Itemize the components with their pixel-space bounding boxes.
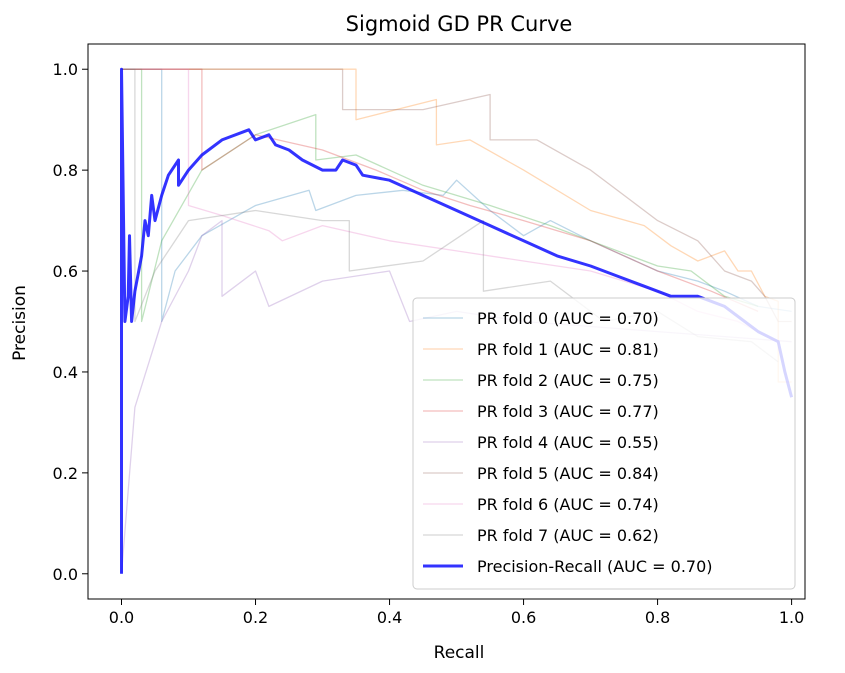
chart-title: Sigmoid GD PR Curve [346,12,573,36]
x-axis-title: Recall [434,643,485,663]
x-tick-label: 0.6 [511,608,536,627]
x-axis-ticks: 0.0 0.2 0.4 0.6 0.8 1.0 [109,599,804,627]
series-line-0 [121,68,792,323]
legend-entry: PR fold 3 (AUC = 0.77) [477,402,659,421]
x-tick-label: 0.2 [243,608,268,627]
x-tick-label: 0.8 [645,608,670,627]
x-tick-label: 1.0 [779,608,804,627]
legend-entry: PR fold 5 (AUC = 0.84) [477,464,659,483]
y-tick-label: 0.8 [53,161,78,180]
series-line-5 [121,68,792,323]
y-axis-ticks: 0.0 0.2 0.4 0.6 0.8 1.0 [53,60,88,584]
legend-entry: PR fold 7 (AUC = 0.62) [477,526,659,545]
x-tick-label: 0.4 [377,608,402,627]
legend-entry: PR fold 6 (AUC = 0.74) [477,495,659,514]
legend-entry: Precision-Recall (AUC = 0.70) [477,557,713,576]
y-tick-label: 0.4 [53,363,78,382]
plot-frame [87,43,806,600]
series-line-2 [121,68,759,323]
x-tick-label: 0.0 [109,608,134,627]
legend-entry: PR fold 0 (AUC = 0.70) [477,309,659,328]
series-line-1 [121,68,792,383]
y-tick-label: 0.6 [53,262,78,281]
legend-box [412,297,796,590]
y-tick-label: 0.2 [53,464,78,483]
plot-lines [120,67,794,574]
y-axis-title: Precision [10,285,30,361]
series-line-3 [121,68,759,312]
legend-entry: PR fold 4 (AUC = 0.55) [477,433,659,452]
legend: PR fold 0 (AUC = 0.70) PR fold 1 (AUC = 0… [412,297,796,590]
series-line-8 [120,67,794,574]
y-tick-label: 1.0 [53,60,78,79]
y-tick-label: 0.0 [53,565,78,584]
legend-entry: PR fold 1 (AUC = 0.81) [477,340,659,359]
legend-entry: PR fold 2 (AUC = 0.75) [477,371,659,390]
